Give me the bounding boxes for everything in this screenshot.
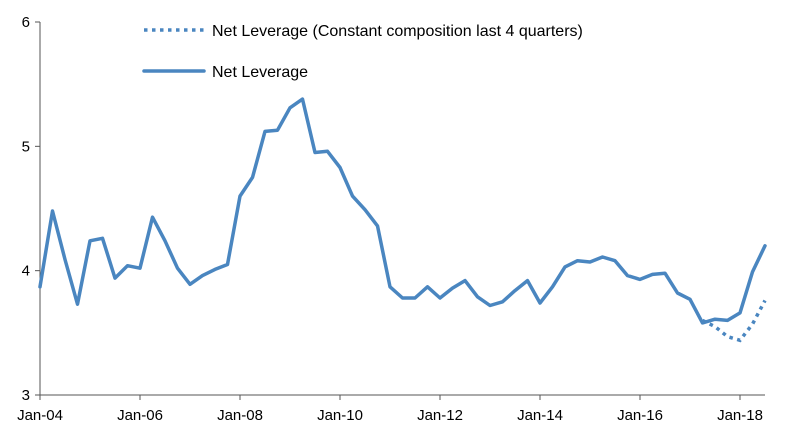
chart-ticks: 3 4 5 6 Jan-04 Jan-06 Jan-08 Jan-10 Jan-12 Jan-14… — [17, 14, 763, 424]
y-tick-label: 4 — [22, 263, 30, 280]
x-tick-label: Jan-18 — [717, 407, 763, 424]
x-tick-label: Jan-16 — [617, 407, 663, 424]
x-tick-label: Jan-12 — [417, 407, 463, 424]
chart-legend: Net Leverage (Constant composition last … — [142, 23, 583, 81]
x-tick-label: Jan-04 — [17, 407, 63, 424]
y-tick-label: 3 — [22, 387, 30, 404]
x-tick-label: Jan-10 — [317, 407, 363, 424]
legend-label-net-leverage: Net Leverage — [212, 64, 308, 81]
y-tick-label: 5 — [22, 138, 30, 155]
x-tick-label: Jan-06 — [117, 407, 163, 424]
y-tick-label: 6 — [22, 14, 30, 31]
x-tick-label: Jan-08 — [217, 407, 263, 424]
chart-axes — [39, 22, 765, 396]
legend-label-constant-composition: Net Leverage (Constant composition last … — [212, 23, 583, 40]
chart-series-layer — [38, 97, 767, 343]
x-tick-label: Jan-14 — [517, 407, 563, 424]
series-line-net-leverage — [38, 97, 767, 325]
